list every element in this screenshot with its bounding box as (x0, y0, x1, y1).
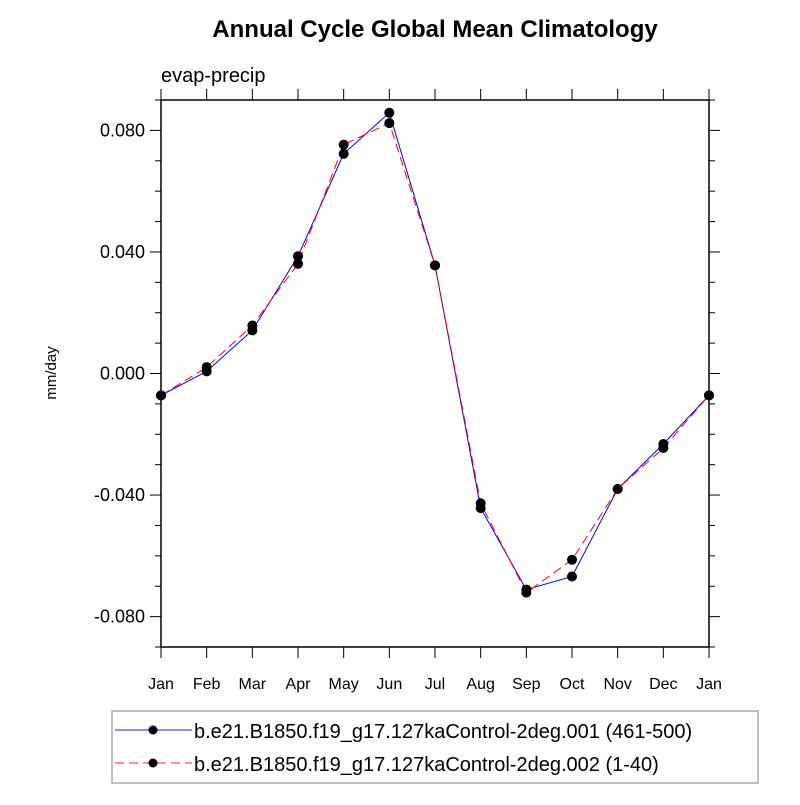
data-point-series-2 (293, 258, 303, 269)
data-point-series-2 (704, 390, 714, 401)
x-tick-label: Jan (696, 676, 722, 693)
data-point-series-2 (521, 587, 532, 598)
data-point-series-1 (567, 571, 577, 582)
x-tick-label: May (329, 676, 359, 693)
legend-label-2: b.e21.B1850.f19_g17.127kaControl-2deg.00… (194, 754, 659, 776)
x-tick-label: Sep (512, 676, 541, 693)
x-tick-label: Jul (425, 676, 445, 693)
data-point-series-2 (658, 442, 669, 453)
data-point-series-2 (475, 498, 486, 509)
y-tick-label: -0.080 (94, 607, 145, 627)
y-tick-label: 0.080 (100, 120, 145, 140)
y-tick-label: 0.040 (100, 242, 145, 262)
x-tick-label: Dec (649, 676, 677, 693)
x-tick-label: Feb (193, 676, 221, 693)
x-tick-label: Nov (603, 676, 631, 693)
data-point-series-2 (430, 260, 440, 271)
data-point-series-2 (247, 320, 258, 331)
legend-marker-1 (148, 725, 158, 735)
data-point-series-2 (338, 139, 349, 150)
x-tick-label: Apr (286, 676, 312, 693)
data-point-series-2 (201, 362, 212, 373)
series-line-2 (160, 122, 710, 594)
y-axis-label: mm/day (43, 346, 60, 400)
chart-title: Annual Cycle Global Mean Climatology (212, 16, 658, 43)
x-tick-label: Jun (376, 676, 402, 693)
x-tick-label: Jan (148, 676, 174, 693)
data-point-series-1 (338, 148, 349, 159)
x-tick-label: Mar (239, 676, 267, 693)
data-point-series-1 (384, 107, 395, 118)
legend-box (111, 710, 759, 784)
plot-frame (160, 99, 710, 648)
y-tick-label: -0.040 (94, 485, 145, 505)
legend-label-1: b.e21.B1850.f19_g17.127kaControl-2deg.00… (194, 721, 692, 743)
data-point-series-2 (567, 554, 577, 565)
data-point-series-2 (612, 483, 623, 494)
series-line-1 (160, 111, 710, 591)
legend-marker-2 (148, 758, 158, 768)
x-tick-label: Oct (560, 676, 585, 693)
x-tick-label: Aug (466, 676, 494, 693)
chart-subtitle: evap-precip (161, 65, 266, 87)
data-point-series-2 (156, 390, 166, 401)
data-point-series-2 (384, 118, 395, 129)
y-tick-label: 0.000 (100, 364, 145, 384)
legend: b.e21.B1850.f19_g17.127kaControl-2deg.00… (111, 710, 759, 784)
data-point-series-1 (293, 251, 303, 262)
